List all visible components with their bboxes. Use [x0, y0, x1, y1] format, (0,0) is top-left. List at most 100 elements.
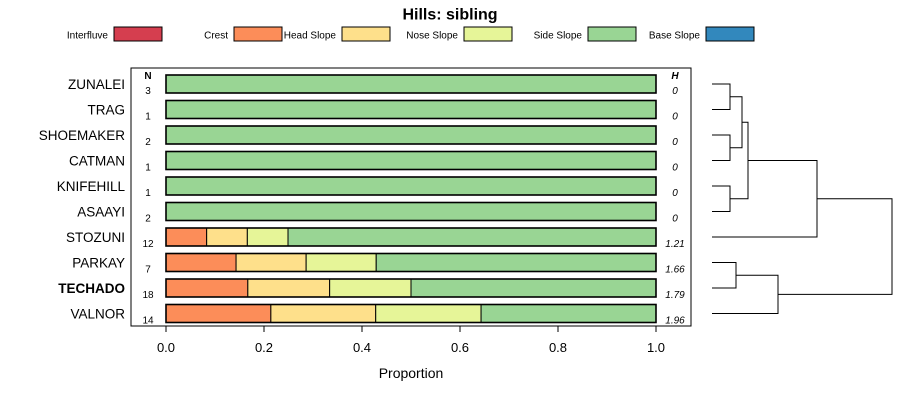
- bar-segment: [165, 253, 237, 272]
- row-h-value: 0: [672, 137, 678, 148]
- dendrogram-branch: [712, 160, 818, 238]
- row-h-value: 0: [672, 112, 678, 123]
- row-h-value: 1.21: [665, 239, 684, 250]
- h-column-header: H: [671, 71, 679, 82]
- row-h-value: 0: [672, 163, 678, 174]
- row-n-value: 1: [145, 163, 151, 174]
- bar-segment: [375, 253, 657, 272]
- bar-rows: ZUNALEI 3 0 TRAG 1 0 SHOEMAKER 2 0 CATMAN 1 0 KNIFEH…: [39, 74, 685, 327]
- dendrogram-branch: [730, 121, 749, 200]
- bar-segment: [329, 278, 412, 298]
- x-tick-label: 1.0: [647, 340, 665, 355]
- bar-segment: [165, 74, 657, 94]
- dendrogram-branch: [712, 274, 779, 314]
- row-label: ASAAYI: [77, 205, 125, 220]
- legend-label: Nose Slope: [406, 31, 458, 42]
- dendrogram-branch: [778, 198, 893, 295]
- bar-outline: [165, 303, 657, 324]
- bar-segment: [165, 100, 657, 119]
- row-h-value: 0: [672, 86, 678, 97]
- row-label: ZUNALEI: [68, 77, 125, 92]
- bar-outline: [165, 278, 657, 298]
- n-column-header: N: [144, 71, 151, 82]
- bar-segment: [165, 227, 208, 247]
- legend-swatch: [341, 26, 391, 42]
- row-h-value: 1.79: [665, 290, 685, 301]
- row-n-value: 3: [145, 86, 151, 97]
- x-tick-label: 0.2: [255, 340, 273, 355]
- legend-swatch: [233, 26, 283, 42]
- row-h-value: 0: [672, 188, 678, 199]
- legend-swatch: [587, 26, 637, 42]
- legend-swatch: [705, 26, 755, 42]
- bar-segment: [246, 227, 289, 247]
- bar-segment: [287, 227, 657, 247]
- row-label: KNIFEHILL: [57, 179, 126, 194]
- x-tick-label: 0.0: [157, 340, 175, 355]
- row-n-value: 1: [145, 188, 151, 199]
- row-label: VALNOR: [70, 307, 125, 322]
- plot-panel: [130, 67, 692, 327]
- row-n-value: 1: [145, 112, 151, 123]
- bar-segment: [165, 278, 249, 298]
- row-label: TRAG: [87, 103, 125, 118]
- bar-segment: [165, 151, 657, 170]
- row-n-value: 14: [142, 316, 154, 327]
- row-h-value: 1.66: [665, 265, 685, 276]
- bar-segment: [375, 304, 482, 323]
- x-tick-label: 0.6: [451, 340, 469, 355]
- row-n-value: 12: [142, 239, 154, 250]
- row-label: SHOEMAKER: [39, 128, 126, 143]
- legend-swatch: [463, 26, 513, 42]
- legend-label: Crest: [204, 31, 228, 42]
- dendrogram-branch: [730, 96, 743, 149]
- dendrogram-branch: [712, 185, 731, 212]
- bar-segment: [247, 278, 331, 298]
- bar-segment: [206, 227, 248, 247]
- bar-outline: [165, 201, 657, 222]
- row-n-value: 2: [145, 137, 151, 148]
- legend-label: Interfluve: [67, 31, 109, 42]
- bar-segment: [165, 176, 657, 196]
- legend-label: Side Slope: [534, 31, 583, 42]
- row-label: TECHADO: [58, 281, 125, 296]
- row-h-value: 1.96: [665, 316, 685, 327]
- dendrogram-branch: [712, 83, 731, 110]
- row-label: STOZUNI: [66, 230, 125, 245]
- bar-outline: [165, 99, 657, 120]
- row-n-value: 7: [145, 265, 151, 276]
- bar-segment: [305, 253, 377, 272]
- bar-outline: [165, 252, 657, 273]
- bar-segment: [480, 304, 657, 323]
- row-n-value: 2: [145, 214, 151, 225]
- bar-outline: [165, 74, 657, 94]
- dendrogram-branch: [712, 134, 731, 161]
- x-tick-label: 0.4: [353, 340, 371, 355]
- row-n-value: 18: [142, 290, 154, 301]
- bar-segment: [410, 278, 657, 298]
- bar-segment: [165, 202, 657, 221]
- bar-outline: [165, 176, 657, 196]
- bar-outline: [165, 227, 657, 247]
- legend-label: Head Slope: [284, 31, 337, 42]
- bar-segment: [270, 304, 377, 323]
- legend-swatch: [113, 26, 163, 42]
- row-h-value: 0: [672, 214, 678, 225]
- bar-outline: [165, 125, 657, 145]
- row-label: CATMAN: [69, 154, 125, 169]
- dendrogram: [712, 83, 893, 314]
- bar-segment: [165, 125, 657, 145]
- chart-title: Hills: sibling: [402, 7, 497, 24]
- legend-label: Base Slope: [649, 31, 701, 42]
- column-headers: N H: [144, 71, 679, 82]
- dendrogram-branch: [712, 262, 737, 289]
- bar-segment: [165, 304, 272, 323]
- row-label: PARKAY: [72, 256, 125, 271]
- x-axis-label: Proportion: [379, 365, 444, 381]
- legend: Interfluve Crest Head Slope Nose Slope Side …: [67, 26, 755, 42]
- x-tick-label: 0.8: [549, 340, 567, 355]
- x-axis: 0.0 0.2 0.4 0.6 0.8 1.0: [157, 326, 665, 355]
- bar-outline: [165, 150, 657, 171]
- bar-segment: [235, 253, 307, 272]
